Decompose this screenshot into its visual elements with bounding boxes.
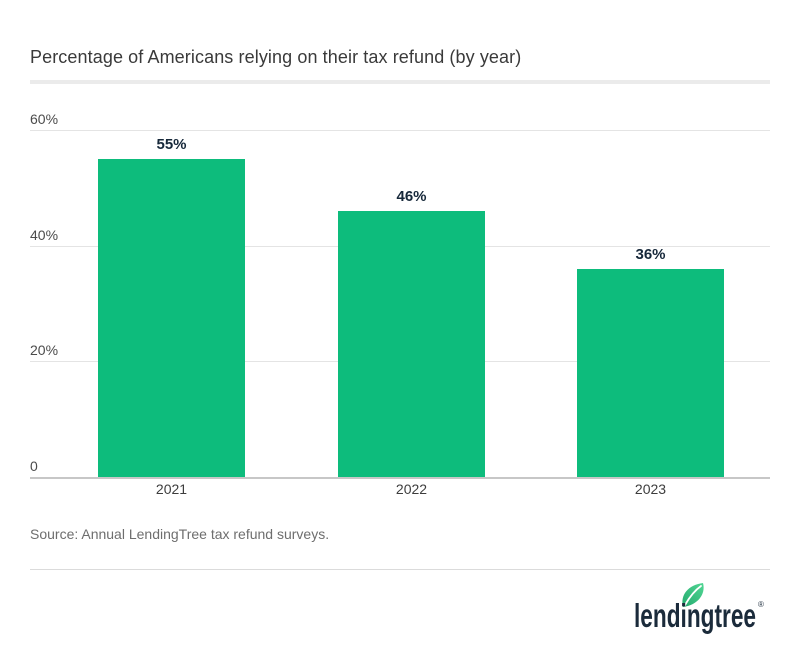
bar-value-label-2021: 55% bbox=[156, 135, 187, 153]
bar-2023 bbox=[577, 268, 724, 477]
x-axis-label-2021: 2021 bbox=[155, 481, 188, 497]
source-note: Source: Annual LendingTree tax refund su… bbox=[30, 526, 330, 542]
x-axis-label-2022: 2022 bbox=[395, 481, 428, 497]
lendingtree-logo-svg: lendingtree ® bbox=[634, 583, 764, 634]
bar-value-label-2023: 36% bbox=[635, 245, 666, 263]
y-tick-label-60: 60% bbox=[30, 111, 59, 127]
bar-2021 bbox=[98, 158, 245, 477]
y-tick-label-20: 20% bbox=[30, 342, 59, 359]
chart-title: Percentage of Americans relying on their… bbox=[30, 47, 522, 67]
y-tick-label-40: 40% bbox=[30, 226, 59, 243]
bar-2022 bbox=[338, 210, 485, 477]
y-tick-label-0: 0 bbox=[30, 458, 38, 474]
title-divider bbox=[30, 80, 770, 84]
logo-registered-mark: ® bbox=[758, 600, 764, 609]
bar-value-label-2022: 46% bbox=[396, 187, 427, 205]
footer-divider bbox=[30, 569, 770, 570]
logo-wordmark: lendingtree bbox=[634, 597, 756, 634]
x-axis-label-2023: 2023 bbox=[634, 481, 667, 497]
lendingtree-logo: lendingtree ® bbox=[626, 580, 771, 636]
x-axis-line bbox=[30, 477, 770, 479]
leaf-icon bbox=[682, 583, 704, 607]
gridline-60 bbox=[30, 130, 770, 131]
